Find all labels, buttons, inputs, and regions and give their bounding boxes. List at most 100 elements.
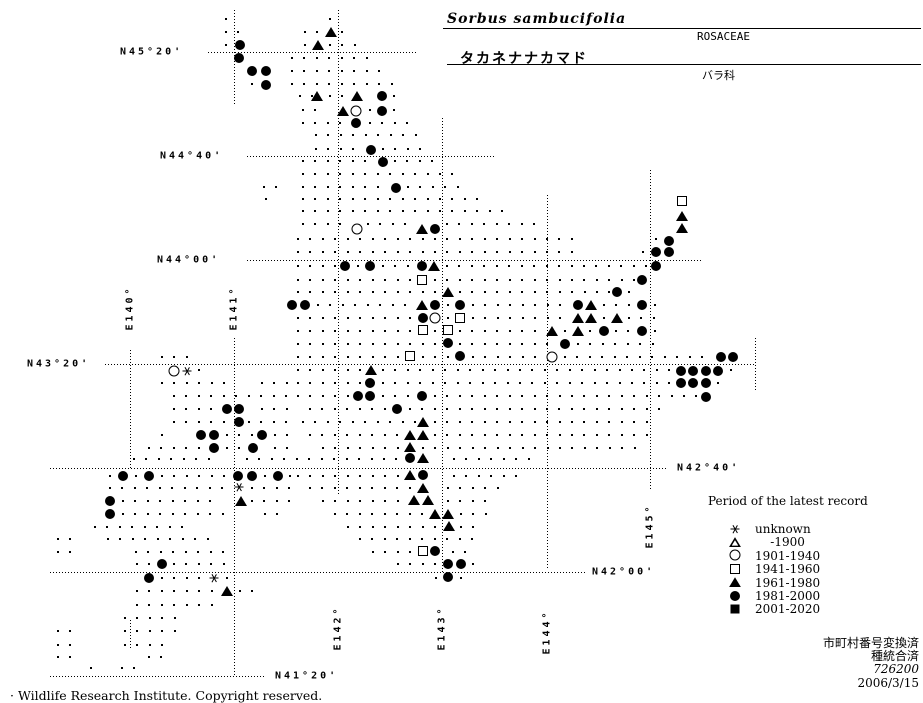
filled-circle-symbol bbox=[637, 275, 647, 285]
grid-dot bbox=[643, 369, 646, 371]
grid-dot bbox=[364, 198, 367, 200]
grid-dot bbox=[421, 408, 424, 410]
grid-dot bbox=[297, 238, 299, 240]
grid-dot bbox=[210, 475, 213, 477]
grid-dot bbox=[57, 630, 59, 632]
grid-dot bbox=[161, 434, 163, 436]
grid-dot bbox=[521, 304, 524, 306]
grid-dot bbox=[472, 356, 474, 358]
grid-dot bbox=[197, 421, 200, 423]
grid-dot bbox=[346, 475, 349, 477]
grid-dot bbox=[222, 395, 225, 397]
grid-dot bbox=[334, 475, 337, 477]
grid-dot bbox=[346, 382, 349, 384]
grid-dot bbox=[545, 408, 548, 410]
grid-dot bbox=[133, 458, 135, 460]
legend-item: 1941-1960 bbox=[703, 562, 918, 576]
grid-dot bbox=[663, 356, 666, 358]
open-circle-symbol bbox=[429, 312, 441, 324]
grid-dot bbox=[588, 356, 591, 358]
grid-dot bbox=[570, 395, 573, 397]
grid-dot bbox=[396, 330, 399, 332]
grid-dot bbox=[371, 538, 374, 540]
grid-dot bbox=[396, 447, 399, 449]
filled-circle-symbol bbox=[351, 118, 361, 128]
filled-circle-symbol bbox=[365, 261, 375, 271]
grid-dot bbox=[558, 238, 561, 240]
grid-dot bbox=[197, 447, 200, 449]
grid-dot bbox=[274, 447, 276, 449]
grid-dot bbox=[639, 343, 642, 345]
filled-circle-symbol bbox=[235, 40, 245, 50]
grid-dot bbox=[633, 434, 636, 436]
filled-triangle-symbol bbox=[311, 91, 323, 101]
grid-dot bbox=[419, 369, 422, 371]
grid-dot bbox=[414, 173, 417, 175]
filled-triangle-symbol bbox=[404, 442, 416, 452]
grid-dot bbox=[327, 148, 330, 150]
grid-dot bbox=[291, 83, 293, 85]
grid-dot bbox=[184, 551, 187, 553]
grid-dot bbox=[631, 369, 633, 371]
grid-dot bbox=[358, 434, 361, 436]
grid-dot bbox=[309, 279, 312, 281]
grid-dot bbox=[371, 513, 374, 515]
grid-dot bbox=[297, 291, 299, 293]
grid-dot bbox=[309, 343, 312, 345]
grid-dot bbox=[209, 551, 212, 553]
grid-dot bbox=[302, 421, 304, 423]
grid-dot bbox=[496, 251, 499, 253]
grid-dot bbox=[655, 238, 657, 240]
grid-dot bbox=[556, 382, 559, 384]
longitude-label: E144° bbox=[541, 607, 553, 657]
grid-dot bbox=[406, 369, 409, 371]
filled-circle-symbol bbox=[248, 443, 258, 453]
grid-dot bbox=[396, 487, 399, 489]
grid-dot bbox=[471, 330, 474, 332]
grid-dot bbox=[394, 369, 397, 371]
grid-dot bbox=[197, 563, 200, 565]
grid-dot bbox=[426, 210, 429, 212]
grid-dot bbox=[408, 513, 411, 515]
grid-dot bbox=[409, 343, 412, 345]
grid-dot bbox=[471, 421, 474, 423]
legend-item-label: -1900 bbox=[755, 535, 805, 550]
grid-dot bbox=[496, 395, 499, 397]
grid-dot bbox=[459, 291, 461, 293]
asterisk-symbol bbox=[182, 366, 193, 377]
grid-dot bbox=[570, 251, 573, 253]
grid-dot bbox=[459, 487, 462, 489]
grid-dot bbox=[371, 500, 374, 502]
grid-dot bbox=[359, 382, 362, 384]
filled-circle-symbol bbox=[599, 326, 609, 336]
grid-dot bbox=[458, 251, 461, 253]
grid-dot bbox=[272, 395, 275, 397]
grid-dot bbox=[471, 538, 474, 540]
grid-dot bbox=[321, 238, 324, 240]
grid-dot bbox=[314, 421, 317, 423]
grid-dot bbox=[173, 395, 175, 397]
grid-dot bbox=[446, 447, 449, 449]
grid-dot bbox=[458, 538, 461, 540]
grid-dot bbox=[124, 617, 126, 619]
grid-dot bbox=[334, 317, 337, 319]
grid-dot bbox=[484, 500, 487, 502]
grid-dot bbox=[483, 421, 486, 423]
grid-dot bbox=[469, 369, 472, 371]
grid-dot bbox=[196, 513, 199, 515]
grid-dot bbox=[238, 447, 241, 449]
grid-dot bbox=[608, 395, 611, 397]
latitude-line bbox=[247, 156, 495, 157]
grid-dot bbox=[322, 500, 324, 502]
grid-dot bbox=[655, 382, 658, 384]
grid-dot bbox=[483, 265, 486, 267]
grid-dot bbox=[459, 500, 462, 502]
grid-dot bbox=[446, 356, 449, 358]
filled-circle-symbol bbox=[651, 261, 661, 271]
grid-dot bbox=[147, 551, 150, 553]
filled-circle-symbol bbox=[340, 261, 350, 271]
grid-dot bbox=[476, 198, 479, 200]
grid-dot bbox=[376, 173, 379, 175]
grid-dot bbox=[396, 317, 399, 319]
grid-dot bbox=[248, 421, 250, 423]
